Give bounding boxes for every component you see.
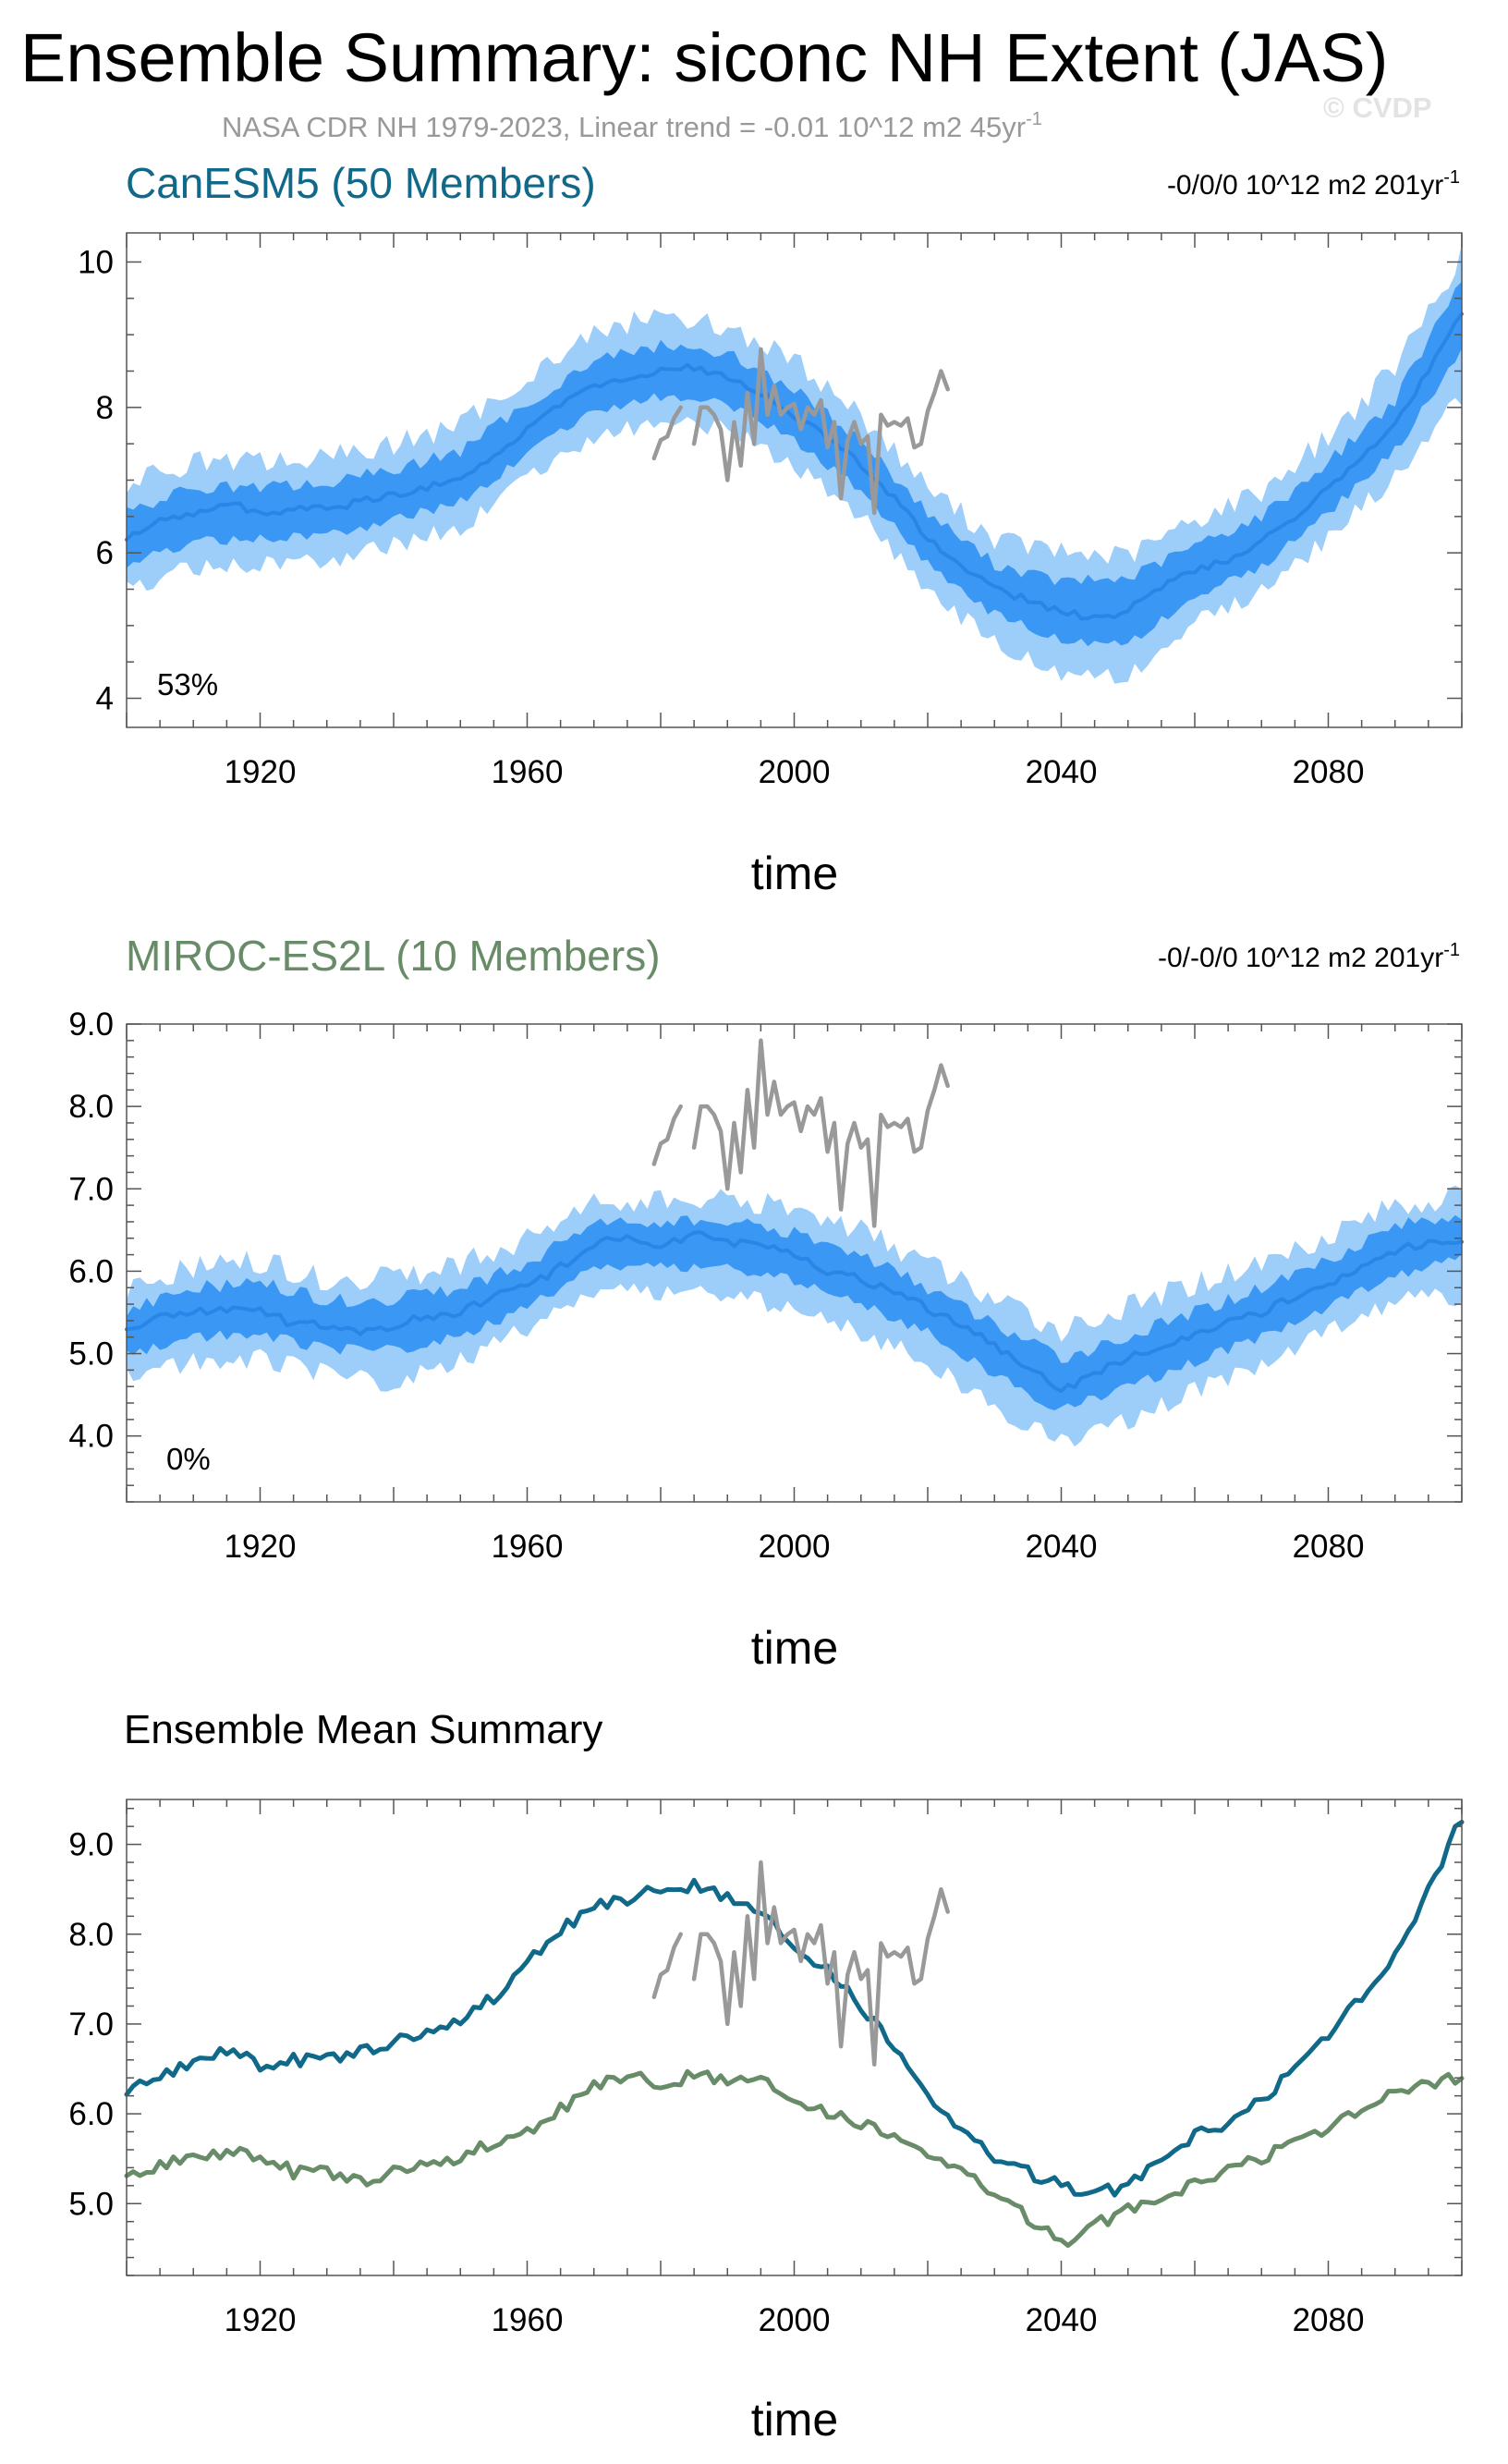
trend-label-canesm: -0/0/0 10^12 m2 201yr-1: [1167, 167, 1460, 201]
x-tick-label: 1920: [225, 1529, 297, 1565]
y-tick-label: 5.0: [68, 1336, 114, 1372]
cvdp-watermark: © CVDP: [1323, 91, 1432, 124]
x-tick-label: 1920: [225, 754, 297, 790]
panel-title-summary: Ensemble Mean Summary: [124, 1707, 602, 1752]
x-tick-label: 2040: [1026, 1529, 1098, 1565]
panel-canesm: CanESM5 (50 Members) -0/0/0 10^12 m2 201…: [78, 159, 1464, 899]
x-tick-label: 2080: [1293, 1529, 1365, 1565]
series-lines-miroc: [125, 1038, 1464, 1394]
figure-subtitle: NASA CDR NH 1979-2023, Linear trend = -0…: [222, 109, 1042, 143]
y-tick-label: 9.0: [68, 1827, 114, 1863]
x-axis-label-summary: time: [751, 2394, 838, 2446]
line-obs-canesm-1: [691, 347, 950, 516]
annotation-canesm: 53%: [157, 667, 218, 701]
y-tick-label: 4: [96, 681, 114, 717]
y-axis-miroc: 4.0 5.0 6.0 7.0 8.0 9.0: [68, 1006, 1462, 1503]
trend-label-miroc: -0/-0/0 10^12 m2 201yr-1: [1158, 940, 1460, 973]
annotation-miroc: 0%: [166, 1442, 211, 1476]
line-obs-miroc-0: [651, 1104, 683, 1166]
x-tick-label: 1960: [492, 2302, 564, 2338]
y-tick-label: 8: [96, 390, 114, 426]
x-tick-label: 2040: [1026, 2302, 1098, 2338]
panel-summary: Ensemble Mean Summary 5.0 6.0 7.0 8.0 9.0 19…: [68, 1707, 1465, 2446]
x-axis-label-canesm: time: [751, 848, 838, 899]
y-tick-label: 6: [96, 535, 114, 571]
x-axis-canesm: 1920 1960 2000 2040 2080: [126, 233, 1463, 790]
line-obs-miroc-1: [691, 1038, 950, 1228]
panel-title-miroc: MIROC-ES2L (10 Members): [126, 932, 661, 980]
panel-miroc: MIROC-ES2L (10 Members) -0/-0/0 10^12 m2…: [68, 932, 1464, 1674]
x-tick-label: 2000: [759, 754, 831, 790]
line-mean-canesm: [125, 311, 1464, 621]
line-miroc-summary: [124, 2068, 1465, 2249]
x-tick-label: 2000: [759, 1529, 831, 1565]
band-inner-miroc: [127, 1214, 1462, 1410]
y-tick-label: 4.0: [68, 1419, 114, 1455]
x-axis-summary: 1920 1960 2000 2040 2080: [126, 1799, 1463, 2338]
line-mean-miroc: [125, 1230, 1464, 1394]
x-tick-label: 2000: [759, 2302, 831, 2338]
x-tick-label: 2080: [1293, 2302, 1365, 2338]
y-tick-label: 7.0: [68, 1171, 114, 1207]
x-axis-label-miroc: time: [751, 1622, 838, 1674]
y-tick-label: 5.0: [68, 2186, 114, 2222]
y-tick-label: 8.0: [68, 1917, 114, 1953]
y-tick-label: 7.0: [68, 2007, 114, 2043]
x-axis-miroc: 1920 1960 2000 2040 2080: [126, 1024, 1463, 1565]
y-tick-label: 6.0: [68, 2096, 114, 2132]
y-tick-label: 8.0: [68, 1089, 114, 1125]
y-tick-label: 10: [78, 244, 114, 280]
series-lines-canesm: [125, 311, 1464, 621]
y-tick-label: 9.0: [68, 1006, 114, 1043]
line-canesm-summary: [124, 1820, 1465, 2198]
line-obs-canesm-0: [651, 405, 683, 461]
x-tick-label: 1960: [492, 1529, 564, 1565]
x-tick-label: 2080: [1293, 754, 1365, 790]
x-tick-label: 1920: [225, 2302, 297, 2338]
spread-bands-canesm: [127, 243, 1462, 684]
y-axis-summary: 5.0 6.0 7.0 8.0 9.0: [68, 1807, 1462, 2276]
y-axis-canesm: 4 6 8 10: [78, 244, 1462, 717]
panel-title-canesm: CanESM5 (50 Members): [126, 159, 596, 207]
x-tick-label: 1960: [492, 754, 564, 790]
band-outer-canesm: [127, 243, 1462, 684]
figure-title: Ensemble Summary: siconc NH Extent (JAS): [20, 19, 1388, 96]
line-obs-summary-0: [651, 1932, 683, 2000]
line-obs-summary-1: [691, 1860, 950, 2067]
y-tick-label: 6.0: [68, 1253, 114, 1289]
x-tick-label: 2040: [1026, 754, 1098, 790]
series-lines-summary: [124, 1820, 1465, 2249]
spread-bands-miroc: [127, 1185, 1462, 1447]
